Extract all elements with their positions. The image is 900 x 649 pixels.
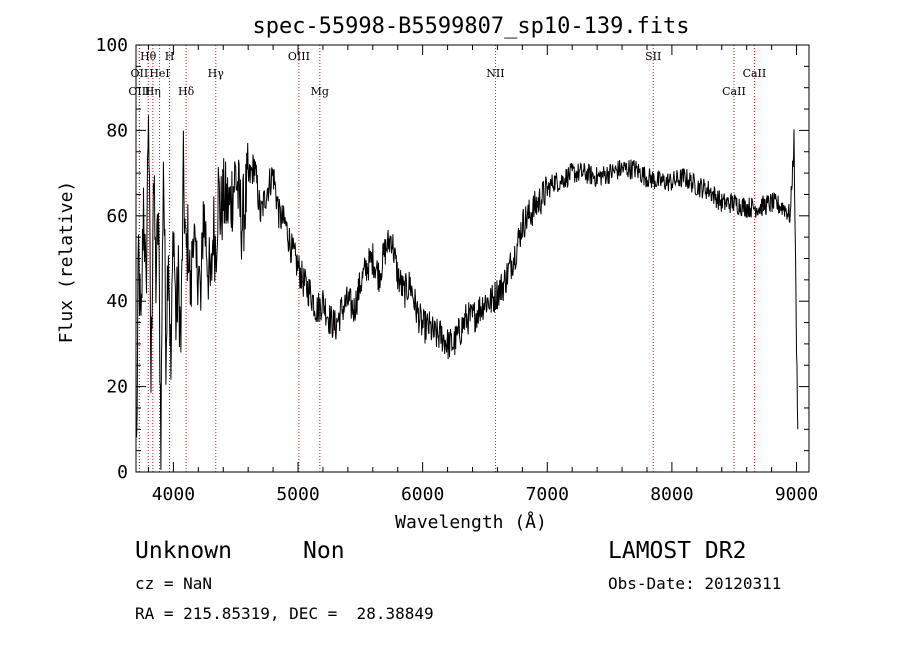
x-tick-label-2: 6000: [401, 484, 444, 505]
spectrum-line: [136, 115, 799, 470]
y-tick-label-4: 80: [106, 120, 128, 141]
survey-name: LAMOST DR2: [608, 538, 747, 564]
line-label-0: Hθ: [140, 50, 157, 63]
emission-line-markers: [138, 45, 755, 472]
y-axis-label: Flux (relative): [56, 181, 77, 344]
line-label-5: Hη: [145, 85, 161, 98]
line-label-11: SII: [645, 50, 661, 63]
coordinates: RA = 215.85319, DEC = 28.38849: [135, 604, 434, 623]
line-label-9: Mg: [311, 85, 329, 98]
object-type: Unknown: [135, 538, 232, 564]
x-axis-label: Wavelength (Å): [395, 511, 547, 533]
line-label-3: HeI: [149, 67, 169, 80]
y-tick-label-2: 40: [106, 291, 128, 312]
plot-frame: [135, 44, 810, 473]
chart-title: spec-55998-B5599807_sp10-139.fits: [252, 14, 689, 39]
object-subtype: Non: [303, 538, 345, 564]
y-tick-label-5: 100: [95, 35, 128, 56]
redshift-value: cz = NaN: [135, 574, 213, 593]
y-axis-ticks: 0 20 40 60 80 100: [95, 35, 809, 483]
x-tick-label-0: 4000: [152, 484, 195, 505]
x-tick-label-3: 7000: [526, 484, 569, 505]
line-label-8: OIII: [288, 50, 310, 63]
line-label-4: OIII: [128, 85, 150, 98]
x-axis-ticks: 4000 5000 6000 7000 8000 9000: [147, 45, 818, 505]
line-label-7: Hγ: [208, 67, 225, 80]
observation-date: Obs-Date: 20120311: [608, 574, 782, 593]
x-tick-label-1: 5000: [276, 484, 319, 505]
line-label-10: NII: [486, 67, 504, 80]
x-tick-label-5: 9000: [775, 484, 818, 505]
line-label-1: H: [165, 50, 175, 63]
x-tick-label-4: 8000: [650, 484, 693, 505]
y-tick-label-1: 20: [106, 377, 128, 398]
y-tick-label-3: 60: [106, 206, 128, 227]
line-label-13: CaII: [722, 85, 746, 98]
line-label-6: Hδ: [178, 85, 195, 98]
line-label-12: CaII: [743, 67, 767, 80]
y-tick-label-0: 0: [117, 462, 128, 483]
line-label-2: OII: [131, 67, 149, 80]
